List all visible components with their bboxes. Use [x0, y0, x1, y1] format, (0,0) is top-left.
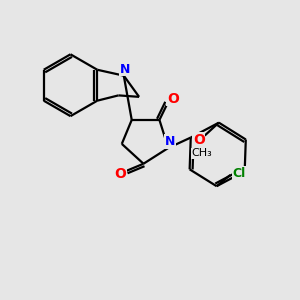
Text: O: O: [193, 133, 205, 147]
Text: CH₃: CH₃: [191, 148, 212, 158]
Text: Cl: Cl: [232, 167, 246, 180]
Text: N: N: [165, 135, 175, 148]
Text: N: N: [120, 63, 130, 76]
Text: O: O: [167, 92, 179, 106]
Text: O: O: [114, 167, 126, 181]
